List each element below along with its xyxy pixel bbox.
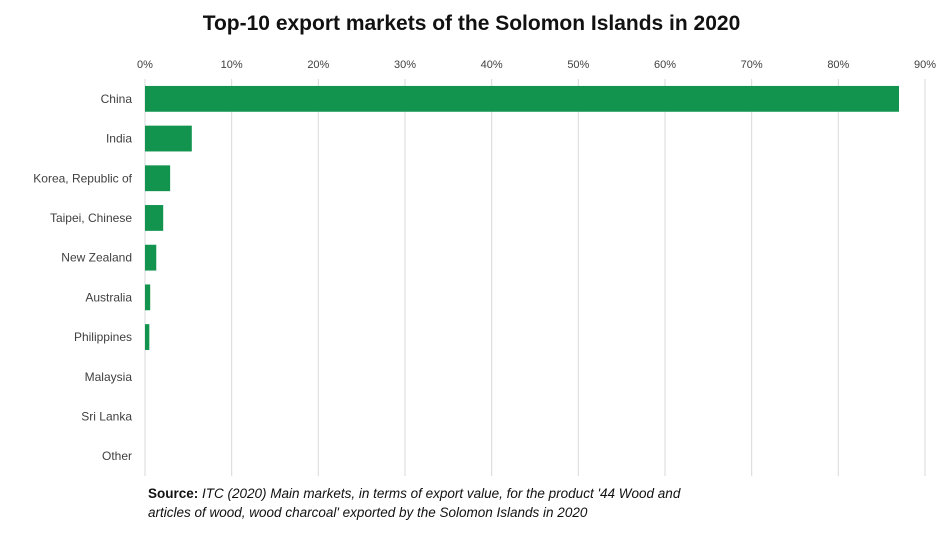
source-note: Source: ITC (2020) Main markets, in term…	[148, 484, 708, 522]
bar	[145, 85, 899, 112]
bar	[145, 284, 151, 311]
bar	[145, 324, 150, 350]
category-label: Sri Lanka	[81, 409, 132, 423]
x-tick-label: 30%	[394, 59, 416, 71]
x-tick-label: 80%	[827, 59, 849, 71]
x-tick-label: 10%	[221, 59, 243, 71]
x-tick-label: 70%	[741, 59, 763, 71]
x-tick-label: 20%	[307, 59, 329, 71]
source-label: Source:	[148, 486, 199, 501]
category-label: New Zealand	[61, 251, 132, 265]
bar	[145, 244, 157, 271]
x-tick-label: 40%	[481, 59, 503, 71]
bar	[145, 125, 192, 152]
x-tick-label: 50%	[567, 59, 589, 71]
category-label: Korea, Republic of	[33, 171, 132, 185]
category-label: Taipei, Chinese	[50, 211, 132, 225]
chart-title: Top-10 export markets of the Solomon Isl…	[202, 12, 741, 35]
x-tick-label: 0%	[137, 59, 153, 71]
category-label: India	[106, 132, 132, 146]
category-label: Philippines	[74, 330, 132, 344]
bar	[145, 205, 164, 231]
source-text: ITC (2020) Main markets, in terms of exp…	[148, 486, 681, 520]
category-label: Other	[102, 449, 132, 463]
bar	[145, 165, 171, 192]
category-label: Malaysia	[85, 370, 133, 384]
x-tick-label: 60%	[654, 59, 676, 71]
x-tick-label: 90%	[914, 59, 936, 71]
category-label: Australia	[85, 290, 132, 304]
category-label: China	[101, 92, 133, 106]
